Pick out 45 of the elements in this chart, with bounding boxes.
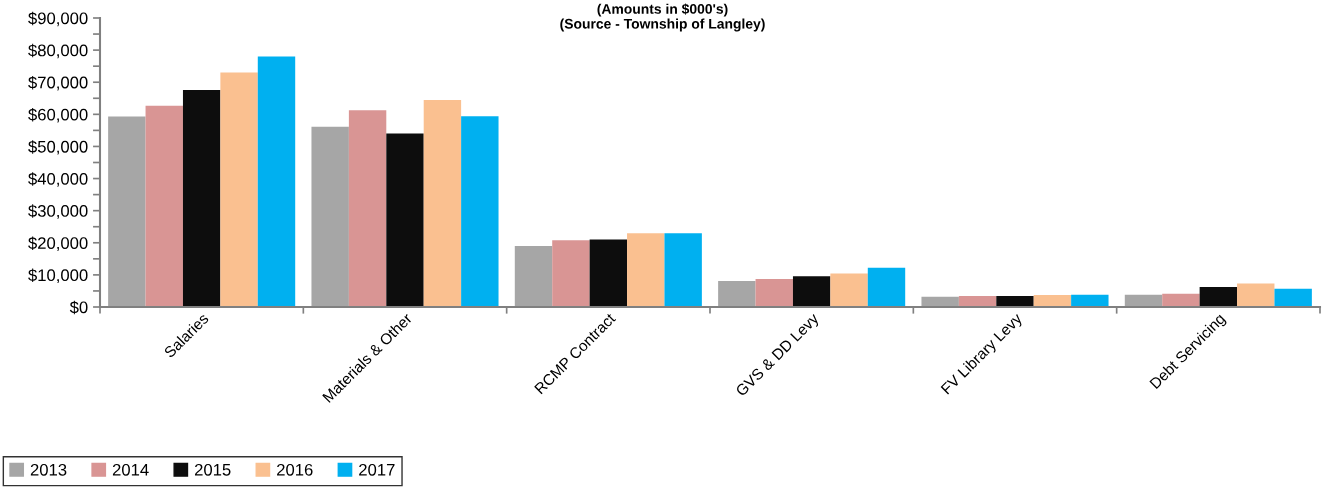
y-tick-label: $20,000 bbox=[28, 236, 88, 251]
bar bbox=[1274, 288, 1312, 307]
bar bbox=[1199, 287, 1238, 307]
bar bbox=[108, 116, 146, 307]
y-tick-label: $80,000 bbox=[28, 43, 88, 59]
bar bbox=[257, 56, 296, 307]
bar bbox=[348, 110, 387, 307]
legend-label: 2016 bbox=[277, 463, 313, 476]
bar bbox=[755, 279, 793, 307]
annotation: (Source - Township of Langley) bbox=[560, 18, 765, 32]
legend-label: 2013 bbox=[30, 463, 67, 476]
y-tick-label: $10,000 bbox=[28, 268, 88, 284]
y-tick-label: $40,000 bbox=[28, 172, 88, 187]
bar bbox=[461, 116, 499, 307]
bar bbox=[1033, 295, 1072, 307]
y-tick-label: $70,000 bbox=[28, 75, 88, 91]
chart-title: (Amounts in $000's) bbox=[597, 3, 728, 17]
bar bbox=[627, 233, 665, 307]
y-tick-label: $30,000 bbox=[28, 204, 88, 219]
bar bbox=[145, 105, 183, 307]
y-tick-label: $50,000 bbox=[28, 140, 88, 155]
bar bbox=[1162, 293, 1200, 307]
bar bbox=[514, 245, 553, 307]
bar bbox=[220, 72, 258, 307]
legend-label: 2017 bbox=[359, 463, 395, 476]
bar bbox=[1237, 283, 1275, 307]
bar bbox=[830, 273, 868, 307]
y-tick-label: $90,000 bbox=[28, 11, 88, 27]
bar bbox=[792, 276, 831, 307]
bar bbox=[718, 280, 756, 307]
y-tick-label: $60,000 bbox=[28, 108, 88, 123]
bar bbox=[386, 133, 424, 307]
bar bbox=[996, 296, 1034, 307]
bar bbox=[958, 296, 997, 307]
bar bbox=[552, 240, 590, 307]
bar bbox=[182, 89, 221, 307]
bar bbox=[589, 239, 628, 307]
legend-label: 2015 bbox=[194, 463, 231, 476]
bar bbox=[423, 99, 462, 307]
bar bbox=[311, 126, 349, 307]
bar bbox=[664, 233, 702, 307]
bar bbox=[867, 267, 906, 307]
y-tick-label: $0 bbox=[69, 300, 88, 315]
legend-label: 2014 bbox=[112, 463, 149, 476]
bar bbox=[1071, 294, 1109, 307]
